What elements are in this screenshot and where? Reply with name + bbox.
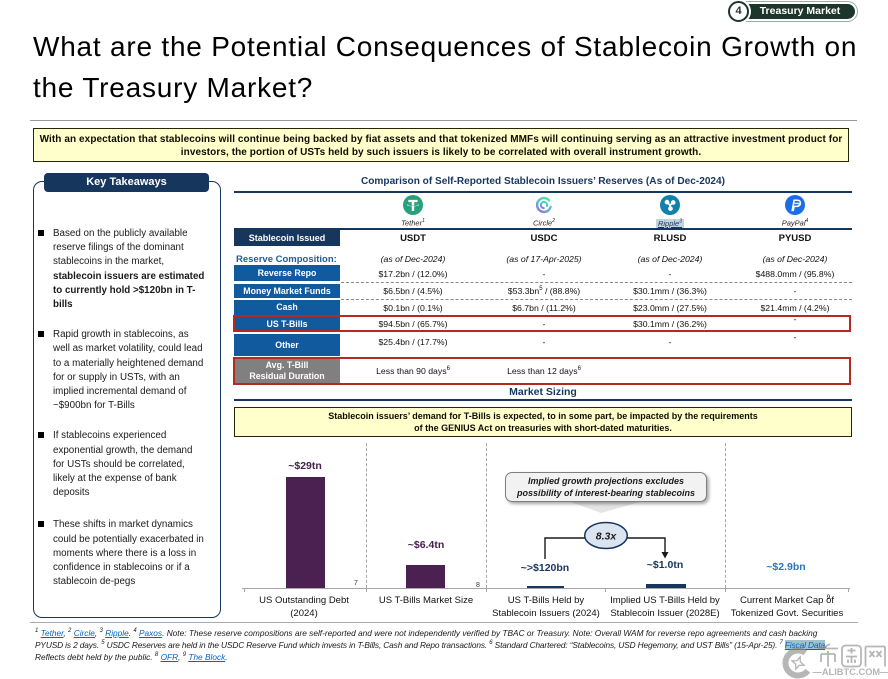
svg-text:8.3x: 8.3x [596, 531, 618, 543]
svg-text:—ALIBTC.COM—: —ALIBTC.COM— [813, 667, 888, 677]
